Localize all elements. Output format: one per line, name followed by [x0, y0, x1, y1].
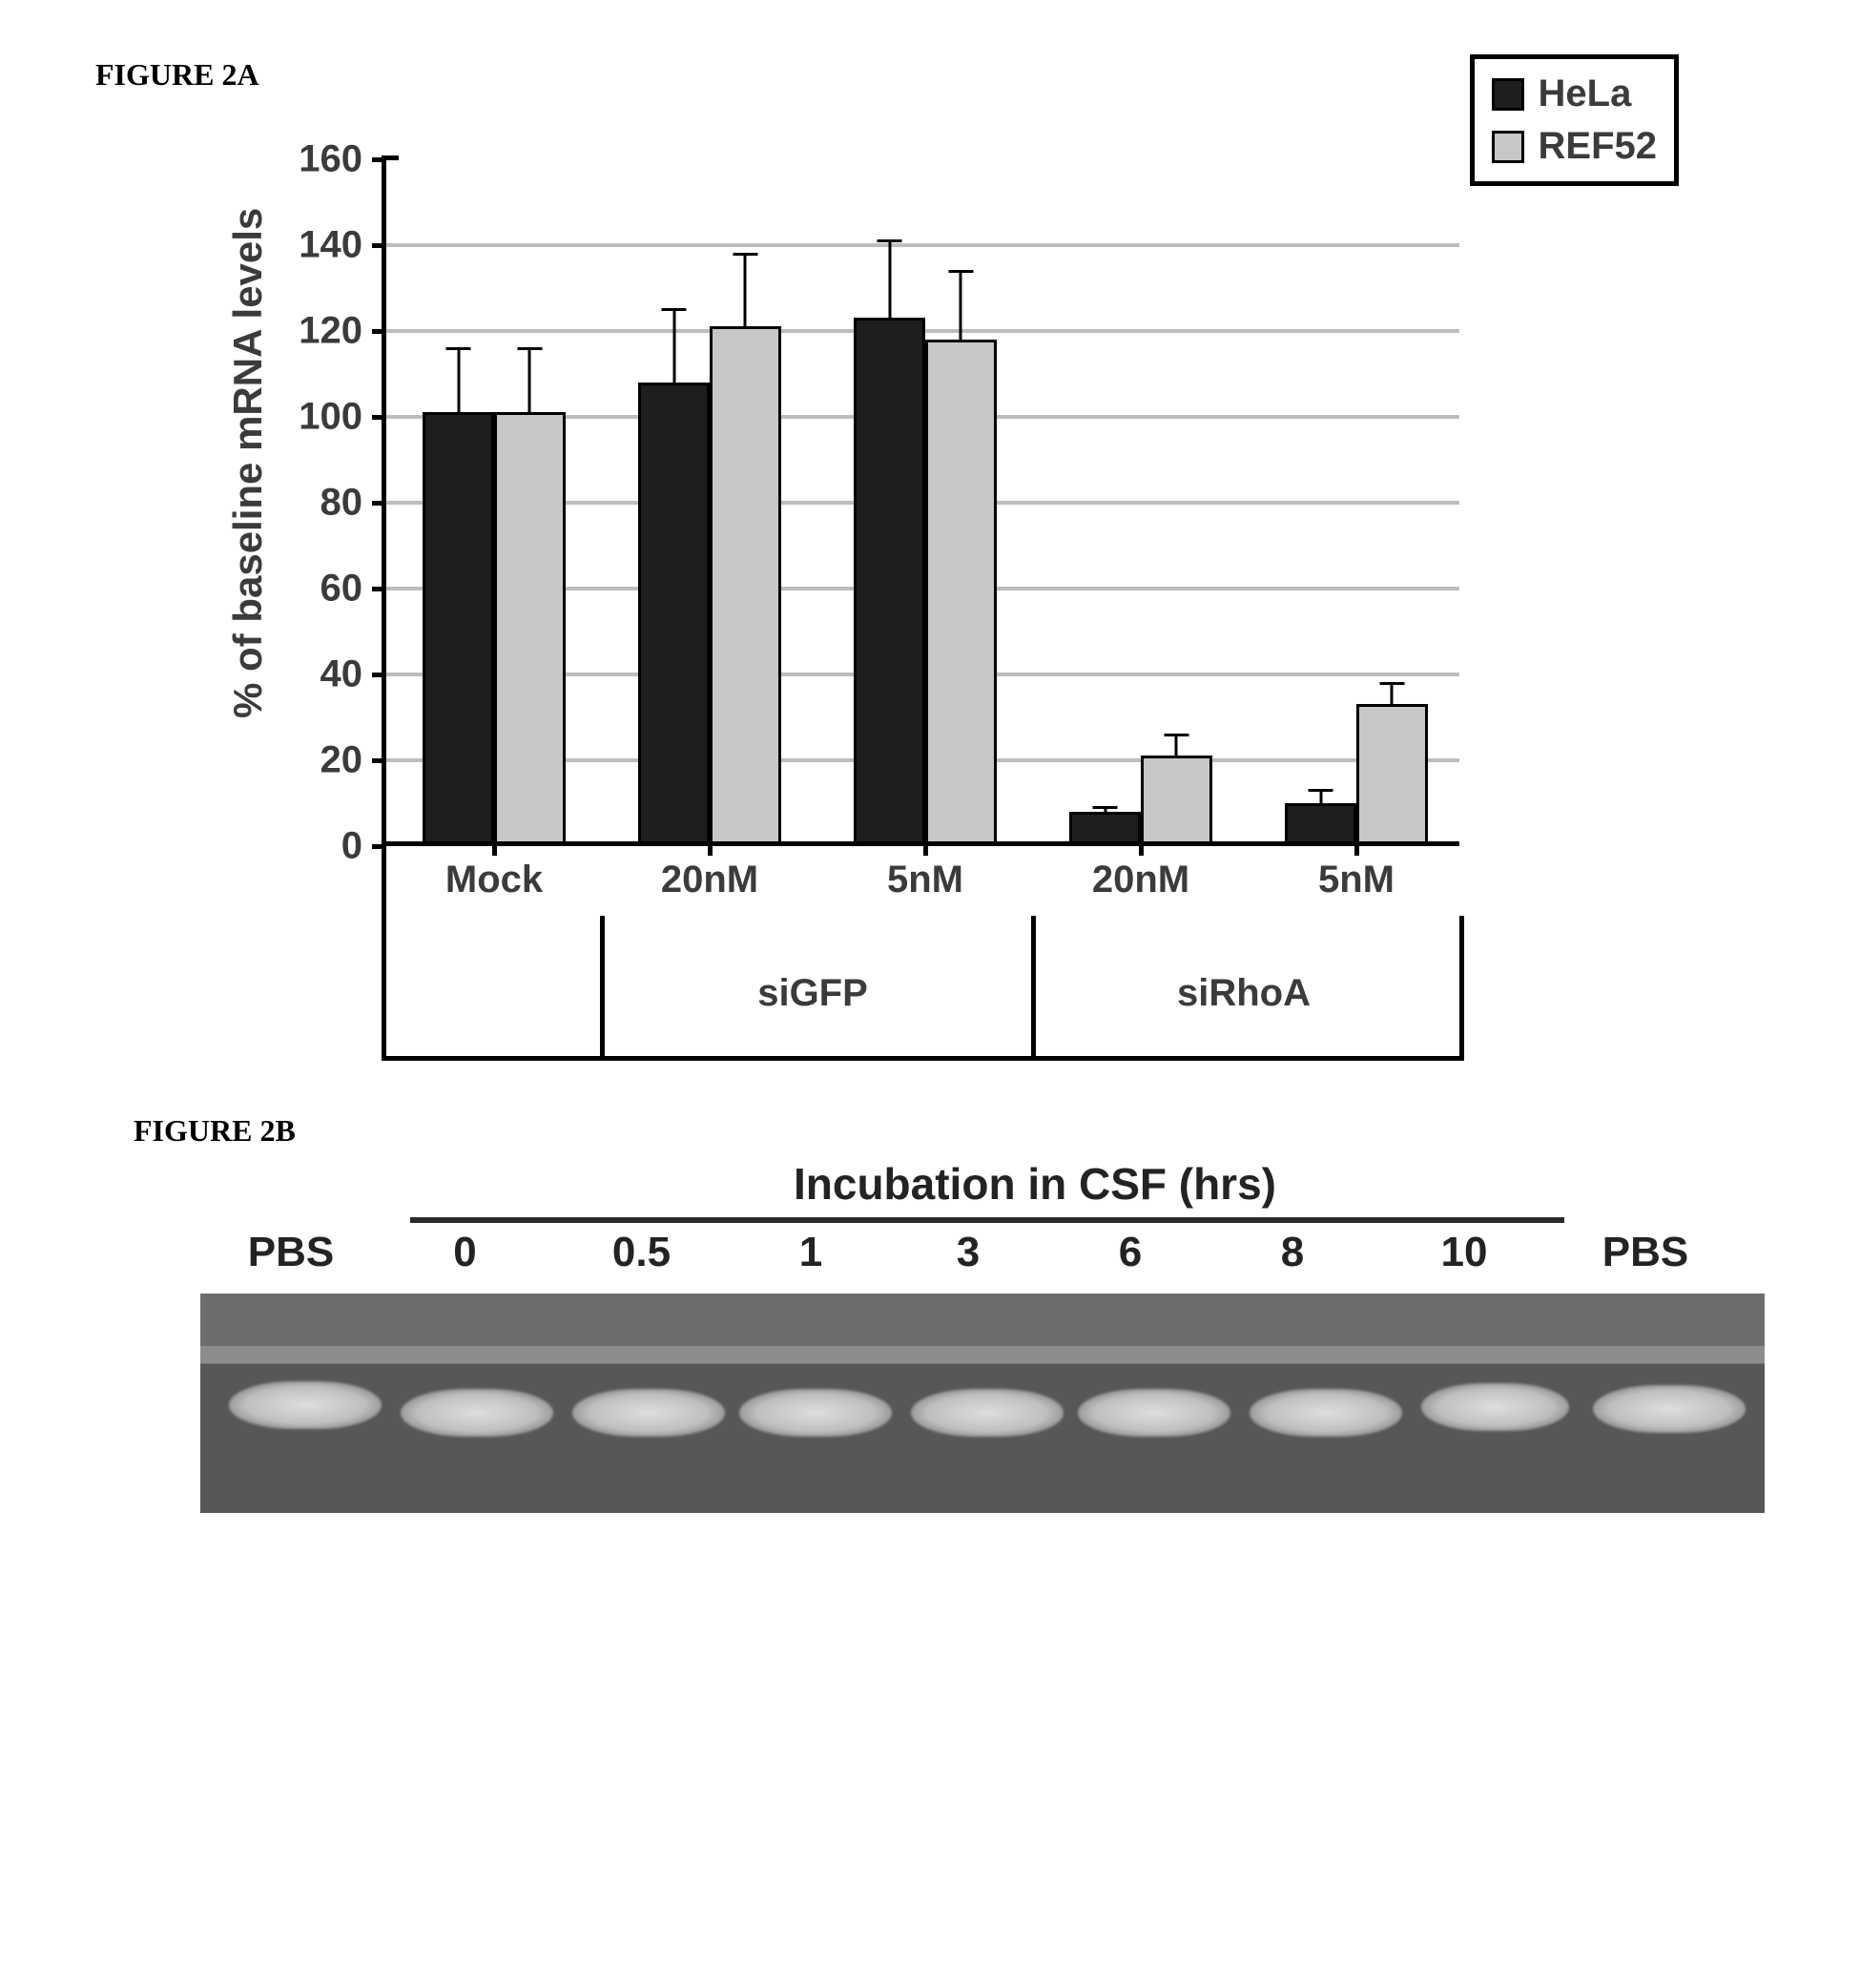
- legend-label-hela: HeLa: [1539, 72, 1632, 115]
- bar-slot: [494, 155, 566, 841]
- lane-labels-row: PBS00.5136810PBS: [200, 1229, 1841, 1276]
- xtick-label: Mock: [445, 841, 543, 901]
- lane-label: 3: [887, 1229, 1049, 1276]
- lane-label: 8: [1211, 1229, 1374, 1276]
- gel-band: [572, 1389, 725, 1437]
- figure-2b-label: FIGURE 2B: [134, 1113, 1765, 1149]
- group-label: siGFP: [757, 972, 868, 1015]
- ytick-label: 40: [320, 653, 387, 696]
- csf-rule: [410, 1217, 1564, 1223]
- ytick-label: 20: [320, 739, 387, 782]
- bar-hela: [423, 412, 494, 841]
- gel-band: [401, 1389, 553, 1437]
- legend-item-ref52: REF52: [1492, 125, 1658, 168]
- lane-label: 6: [1049, 1229, 1211, 1276]
- chart-a-plot-area: 020406080100120140160Mock20nM5nM20nM5nM: [382, 159, 1459, 846]
- bar-slot: [925, 155, 997, 841]
- ytick-label: 160: [299, 138, 386, 181]
- gel-band: [1593, 1385, 1746, 1433]
- lane-label: 0: [382, 1229, 548, 1276]
- gel-band: [739, 1389, 892, 1437]
- lane-label: 10: [1374, 1229, 1555, 1276]
- axis-top-tick: [382, 155, 399, 160]
- group-divider: [1459, 916, 1464, 1061]
- gel-band: [1078, 1389, 1230, 1437]
- bar-ref52: [925, 340, 997, 842]
- bar-ref52: [710, 326, 781, 841]
- bar-ref52: [1356, 704, 1428, 841]
- lane-label: PBS: [1555, 1229, 1736, 1276]
- bar-slot: [638, 155, 710, 841]
- bar-slot: [1069, 155, 1141, 841]
- chart-a-container: % of baseline mRNA levels 02040608010012…: [210, 102, 1641, 1008]
- bar-slot: [1285, 155, 1356, 841]
- ytick-label: 100: [299, 396, 386, 439]
- xtick-label: 5nM: [887, 841, 963, 901]
- ytick-label: 60: [320, 568, 387, 611]
- legend-swatch-ref52: [1492, 131, 1524, 163]
- bar-slot: [1356, 155, 1428, 841]
- bar-slot: [710, 155, 781, 841]
- figure-2b-container: FIGURE 2B Incubation in CSF (hrs) PBS00.…: [134, 1113, 1765, 1513]
- xtick-label: 5nM: [1318, 841, 1395, 901]
- bar-ref52: [494, 412, 566, 841]
- lane-label: 0.5: [548, 1229, 734, 1276]
- gel-band: [911, 1389, 1064, 1437]
- y-axis-title: % of baseline mRNA levels: [225, 208, 271, 718]
- gel-band: [1421, 1383, 1569, 1431]
- gel-image: [200, 1294, 1765, 1513]
- ytick-label: 140: [299, 224, 386, 267]
- bar-slot: [1141, 155, 1212, 841]
- lane-label: PBS: [200, 1229, 382, 1276]
- bar-slot: [854, 155, 925, 841]
- legend-label-ref52: REF52: [1539, 125, 1658, 168]
- bar-hela: [1285, 803, 1356, 842]
- ytick-label: 0: [341, 825, 386, 868]
- xtick-label: 20nM: [1092, 841, 1189, 901]
- bar-slot: [423, 155, 494, 841]
- bar-hela: [1069, 812, 1141, 842]
- gel-band: [1250, 1389, 1402, 1437]
- xtick-label: 20nM: [661, 841, 758, 901]
- lane-label: 1: [734, 1229, 887, 1276]
- csf-title: Incubation in CSF (hrs): [382, 1158, 1688, 1210]
- bar-hela: [854, 318, 925, 841]
- bar-ref52: [1141, 756, 1212, 841]
- bar-hela: [638, 383, 710, 842]
- ytick-label: 120: [299, 310, 386, 353]
- group-divider: [1031, 916, 1036, 1061]
- group-divider: [600, 916, 605, 1061]
- legend-swatch-hela: [1492, 78, 1524, 111]
- legend-item-hela: HeLa: [1492, 72, 1658, 115]
- group-label: siRhoA: [1177, 972, 1311, 1015]
- group-baseline: [382, 1056, 1464, 1061]
- ytick-label: 80: [320, 482, 387, 525]
- legend: HeLa REF52: [1470, 54, 1680, 186]
- group-divider: [382, 841, 386, 1061]
- gel-band: [229, 1381, 382, 1429]
